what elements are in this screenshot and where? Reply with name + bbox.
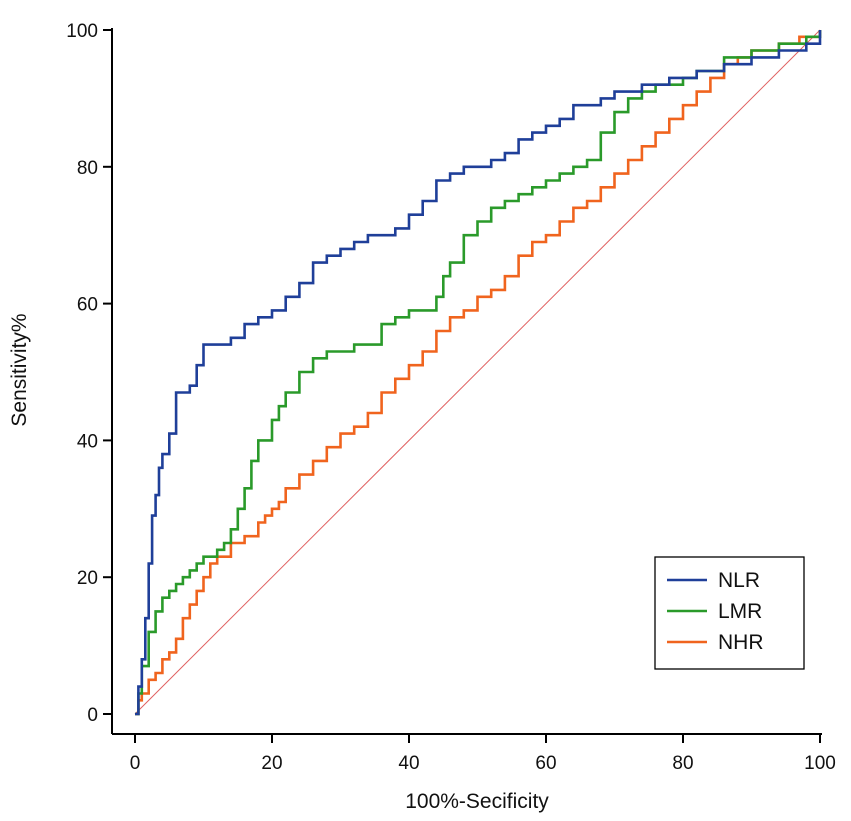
series-line-nlr [135,30,822,716]
y-tick-label: 60 [77,295,98,316]
legend-label-lmr: LMR [718,600,762,623]
series-line-lmr [135,30,822,716]
x-tick-label: 100 [804,753,836,774]
reference-line [134,29,821,715]
series-line-nhr [135,30,822,716]
x-tick-label: 40 [398,753,419,774]
x-tick-label: 0 [130,753,141,774]
legend: NLR LMR NHR [654,556,805,670]
legend-box [654,556,805,670]
y-axis-title: Sensitivity% [8,313,31,426]
x-tick-label: 20 [261,753,282,774]
axes: 0 20 40 60 80 100 0 20 40 60 80 100 [66,21,836,774]
y-tick-label: 0 [87,705,98,726]
y-tick-label: 20 [77,568,98,589]
legend-label-nlr: NLR [718,569,760,592]
x-tick-label: 60 [535,753,556,774]
y-tick-label: 80 [77,158,98,179]
plot-area [134,29,822,716]
y-tick-label: 40 [77,431,98,452]
legend-label-nhr: NHR [718,631,764,654]
x-axis-title: 100%-Secificity [405,790,549,813]
y-tick-label: 100 [66,21,98,42]
x-tick-label: 80 [672,753,693,774]
